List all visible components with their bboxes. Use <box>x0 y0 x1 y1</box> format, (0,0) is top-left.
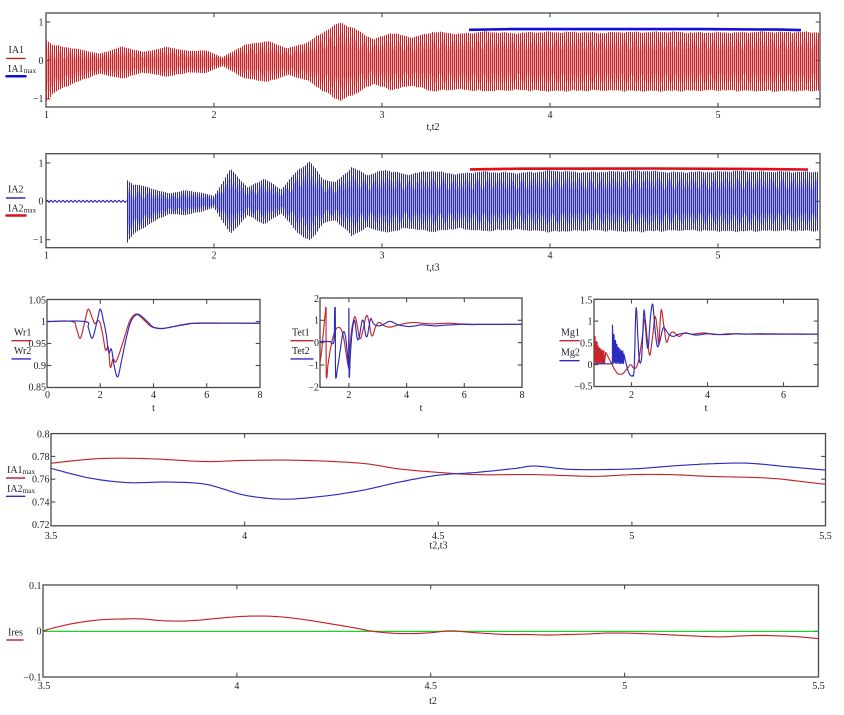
svg-text:3.5: 3.5 <box>38 681 51 692</box>
svg-text:3: 3 <box>380 250 385 261</box>
svg-text:t2,t3: t2,t3 <box>429 540 447 551</box>
svg-text:Ires: Ires <box>8 627 23 638</box>
svg-text:1: 1 <box>314 316 319 327</box>
svg-text:1: 1 <box>44 110 49 121</box>
svg-text:0: 0 <box>39 56 44 67</box>
svg-text:1: 1 <box>44 250 49 261</box>
svg-text:4: 4 <box>548 250 553 261</box>
svg-text:0.95: 0.95 <box>29 339 47 350</box>
svg-text:2: 2 <box>98 390 103 401</box>
svg-text:Mg2: Mg2 <box>561 347 580 358</box>
svg-text:IA2: IA2 <box>8 184 24 195</box>
svg-text:0: 0 <box>37 627 42 638</box>
svg-text:t,t2: t,t2 <box>426 122 439 133</box>
svg-text:3: 3 <box>380 110 385 121</box>
svg-text:0.9: 0.9 <box>34 361 47 372</box>
svg-text:Tet2: Tet2 <box>292 346 310 357</box>
svg-text:0.72: 0.72 <box>32 520 50 531</box>
svg-text:Mg1: Mg1 <box>561 327 580 338</box>
svg-text:2: 2 <box>346 390 351 401</box>
svg-text:−1: −1 <box>308 360 319 371</box>
svg-text:1.05: 1.05 <box>29 296 47 307</box>
svg-text:6: 6 <box>781 390 786 401</box>
svg-text:2: 2 <box>212 250 217 261</box>
svg-text:t2: t2 <box>429 696 437 707</box>
svg-text:5: 5 <box>716 110 721 121</box>
svg-text:0: 0 <box>45 390 50 401</box>
svg-text:4: 4 <box>151 390 156 401</box>
svg-text:1: 1 <box>588 317 593 328</box>
svg-text:0.76: 0.76 <box>32 475 50 486</box>
svg-text:5.5: 5.5 <box>812 681 825 692</box>
svg-text:4: 4 <box>705 390 710 401</box>
svg-text:t,t3: t,t3 <box>426 262 439 273</box>
svg-text:−0.5: −0.5 <box>574 382 592 393</box>
svg-text:t: t <box>420 403 423 414</box>
svg-text:5.5: 5.5 <box>819 531 832 542</box>
svg-text:2: 2 <box>314 294 319 305</box>
svg-text:0.85: 0.85 <box>29 382 47 393</box>
svg-text:0.1: 0.1 <box>29 581 42 592</box>
svg-text:2: 2 <box>629 390 634 401</box>
svg-text:4.5: 4.5 <box>432 531 445 542</box>
svg-text:0: 0 <box>588 360 593 371</box>
svg-text:5: 5 <box>629 531 634 542</box>
svg-text:6: 6 <box>462 390 467 401</box>
svg-text:t: t <box>705 403 708 414</box>
svg-text:4: 4 <box>548 110 553 121</box>
svg-text:IA1: IA1 <box>9 45 25 56</box>
svg-text:8: 8 <box>258 390 263 401</box>
svg-text:IA2max: IA2max <box>7 484 35 495</box>
svg-text:Tet1: Tet1 <box>292 327 310 338</box>
svg-text:t: t <box>152 403 155 414</box>
svg-text:0.74: 0.74 <box>32 497 50 508</box>
svg-text:Wr1: Wr1 <box>14 327 31 338</box>
svg-text:IA1max: IA1max <box>8 64 36 75</box>
svg-text:−1: −1 <box>33 235 44 246</box>
svg-text:1.5: 1.5 <box>580 295 593 306</box>
svg-text:3.5: 3.5 <box>45 531 58 542</box>
svg-text:0: 0 <box>39 197 44 208</box>
svg-text:IA1max: IA1max <box>7 465 35 476</box>
svg-text:1: 1 <box>41 317 46 328</box>
svg-text:6: 6 <box>204 390 209 401</box>
svg-text:0.78: 0.78 <box>32 452 50 463</box>
svg-text:8: 8 <box>520 390 525 401</box>
svg-text:5: 5 <box>622 681 627 692</box>
svg-text:0: 0 <box>314 338 319 349</box>
svg-text:4: 4 <box>234 681 239 692</box>
svg-text:−1: −1 <box>33 94 44 105</box>
svg-text:4: 4 <box>404 390 409 401</box>
svg-text:Wr2: Wr2 <box>14 346 31 357</box>
svg-text:1: 1 <box>39 158 44 169</box>
svg-text:0.5: 0.5 <box>580 338 593 349</box>
svg-text:4: 4 <box>242 531 247 542</box>
svg-text:−0.1: −0.1 <box>23 672 41 683</box>
svg-text:4.5: 4.5 <box>425 681 438 692</box>
svg-text:−2: −2 <box>308 382 319 393</box>
svg-text:1: 1 <box>39 17 44 28</box>
svg-text:0.8: 0.8 <box>37 430 50 441</box>
svg-text:IA2max: IA2max <box>8 203 36 214</box>
svg-text:2: 2 <box>212 110 217 121</box>
svg-text:5: 5 <box>716 250 721 261</box>
